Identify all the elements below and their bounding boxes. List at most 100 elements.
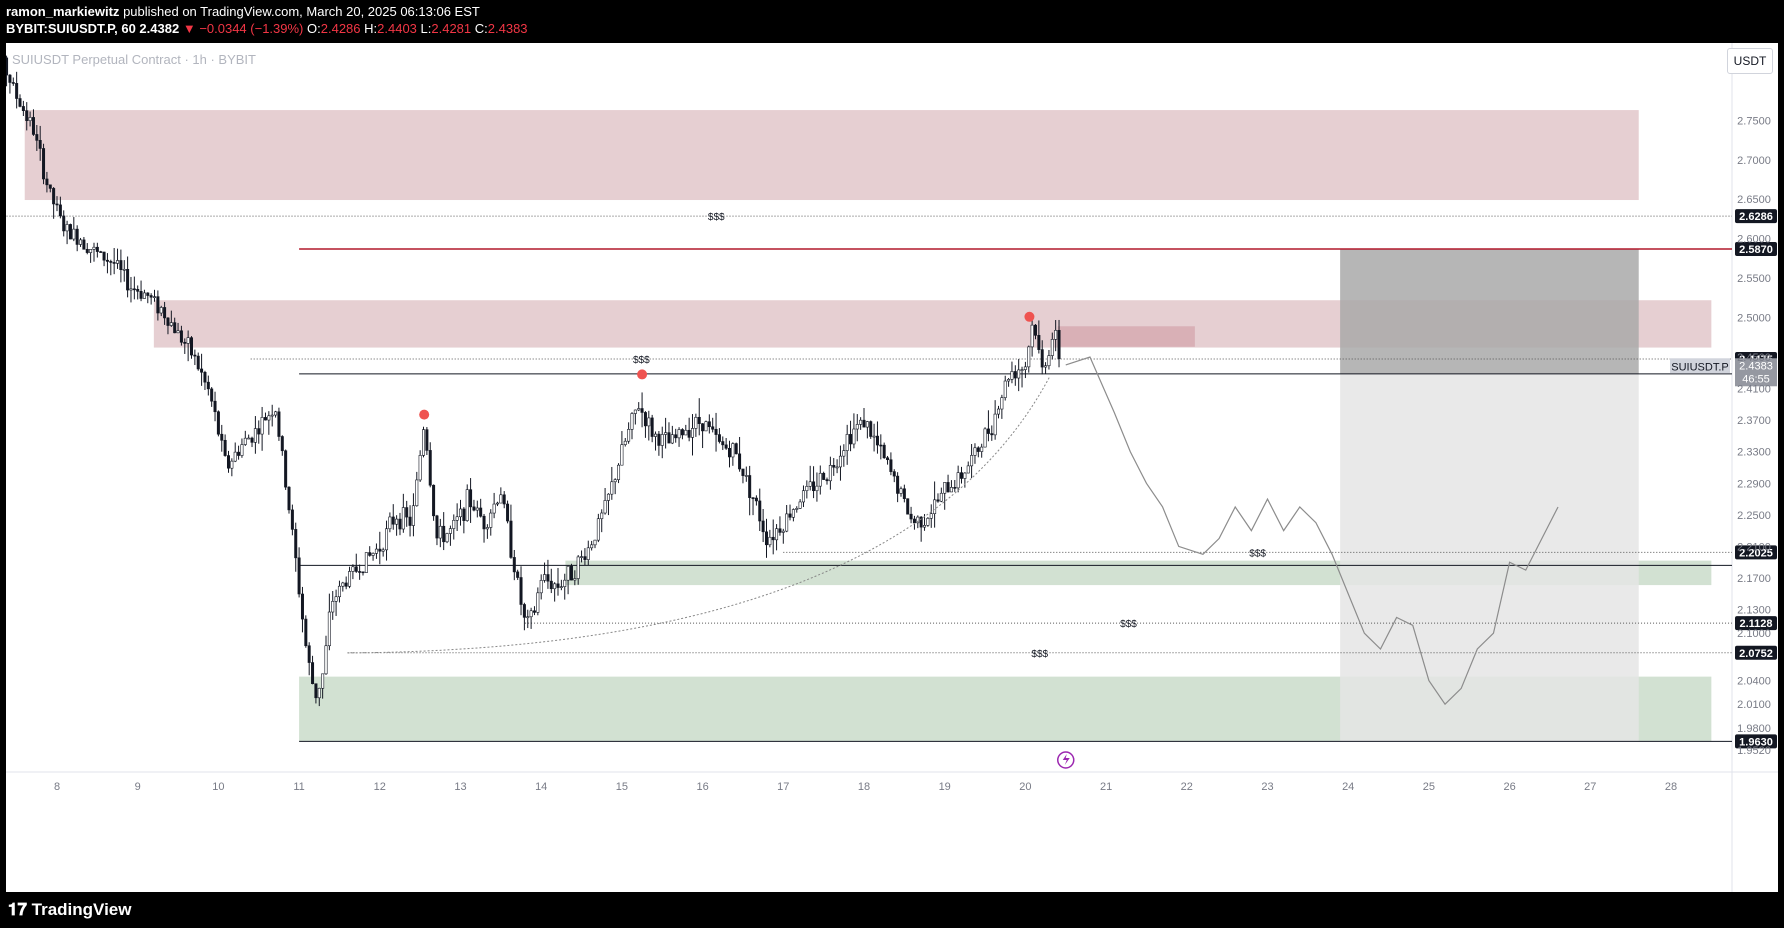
candle-body — [280, 436, 284, 452]
x-tick-label: 9 — [135, 781, 141, 793]
close-value: 2.4383 — [487, 21, 528, 36]
candle-body — [122, 268, 126, 271]
candle-body — [300, 593, 304, 620]
candle-body — [781, 530, 785, 533]
candle-body — [707, 421, 711, 428]
candle-body — [230, 460, 234, 469]
peak-marker[interactable] — [637, 369, 648, 380]
candle-body — [233, 451, 237, 462]
candle-body — [691, 428, 695, 438]
candle-body — [620, 444, 624, 466]
x-tick-label: 13 — [454, 781, 466, 793]
candle-body — [838, 455, 842, 468]
candle-body — [499, 494, 503, 504]
candle-body — [859, 419, 863, 425]
candle-body — [274, 411, 278, 416]
zone-supply-small-2[interactable] — [1057, 326, 1195, 347]
price-chart[interactable]: $$$2.62862.5870$$$2.44752.4287$$$2.2025$… — [6, 43, 1778, 892]
liquidity-label: $$$ — [1249, 548, 1266, 559]
publisher-name[interactable]: ramon_markiewitz — [6, 4, 120, 19]
candle-body — [650, 417, 654, 437]
candle-body — [832, 465, 836, 468]
candle-body — [58, 204, 62, 217]
candle-body — [1023, 366, 1027, 370]
candle-body — [1000, 397, 1004, 410]
candle-body — [970, 455, 974, 467]
candle-body — [492, 503, 496, 514]
candle-body — [923, 525, 927, 528]
zone-supply-0[interactable] — [24, 110, 1639, 201]
y-tick-label: 2.1300 — [1737, 605, 1771, 617]
tradingview-logo[interactable]: 𝟏𝟕 TradingView — [8, 900, 131, 920]
publisher-line: ramon_markiewitz published on TradingVie… — [6, 4, 480, 19]
candle-body — [563, 579, 567, 587]
candle-body — [21, 106, 25, 112]
candle-body — [677, 429, 681, 439]
y-tick-label: 2.5000 — [1737, 313, 1771, 325]
event-lightning-icon[interactable] — [1057, 751, 1075, 769]
chart-title: SUIUSDT Perpetual Contract · 1h · BYBIT — [12, 52, 256, 67]
candle-body — [539, 580, 543, 594]
publication-header: ramon_markiewitz published on TradingVie… — [0, 0, 1784, 43]
candle-body — [980, 446, 984, 452]
candle-body — [11, 82, 15, 84]
candle-body — [1047, 355, 1051, 367]
candle-body — [714, 428, 718, 435]
candle-body — [465, 489, 469, 521]
candle-body — [190, 337, 194, 356]
close-label: C: — [474, 21, 488, 36]
price-scale[interactable] — [1732, 43, 1778, 892]
peak-marker[interactable] — [419, 409, 430, 420]
candle-body — [237, 451, 241, 456]
candle-body — [670, 434, 674, 444]
candle-body — [748, 475, 752, 498]
candle-body — [344, 582, 348, 587]
candle-body — [48, 184, 52, 189]
candle-body — [223, 439, 227, 456]
position-target-box[interactable] — [1340, 373, 1639, 742]
candle-body — [613, 479, 617, 483]
candle-body — [99, 251, 103, 253]
candle-body — [391, 516, 395, 525]
candle-body — [684, 429, 688, 436]
candle-body — [109, 261, 113, 263]
curved-trendline[interactable] — [347, 376, 1051, 654]
candle-body — [92, 246, 96, 250]
candle-body — [960, 472, 964, 479]
candle-body — [422, 429, 426, 456]
candle-body — [617, 464, 621, 480]
candle-body — [253, 428, 257, 443]
countdown-value: 46:55 — [1742, 373, 1770, 385]
candle-body — [1020, 369, 1024, 371]
candle-body — [139, 291, 143, 299]
candle-body — [1027, 346, 1031, 368]
liquidity-label: $$$ — [708, 212, 725, 223]
candle-body — [590, 544, 594, 549]
tv-icon: 𝟏𝟕 — [8, 900, 32, 919]
position-stop-box[interactable] — [1340, 248, 1639, 374]
x-tick-label: 23 — [1261, 781, 1273, 793]
x-tick-label: 10 — [212, 781, 224, 793]
candle-body — [294, 529, 298, 559]
candle-body — [862, 419, 866, 428]
candle-body — [448, 528, 452, 534]
candle-body — [45, 178, 49, 186]
candle-body — [89, 249, 93, 253]
candle-body — [38, 140, 42, 149]
candle-body — [371, 553, 375, 556]
candle-body — [317, 687, 321, 699]
candle-body — [580, 556, 584, 558]
candle-body — [479, 507, 483, 517]
candle-body — [240, 444, 244, 456]
candle-body — [458, 508, 462, 518]
candle-body — [687, 429, 691, 438]
candle-body — [270, 414, 274, 417]
candle-body — [519, 577, 523, 605]
x-tick-label: 25 — [1423, 781, 1435, 793]
price-tag-bg — [1735, 545, 1777, 560]
chart-frame[interactable]: $$$2.62862.5870$$$2.44752.4287$$$2.2025$… — [6, 43, 1778, 892]
candle-body — [354, 566, 358, 572]
projection-path[interactable] — [1065, 356, 1559, 706]
peak-marker[interactable] — [1024, 311, 1035, 322]
currency-button[interactable]: USDT — [1727, 48, 1773, 74]
